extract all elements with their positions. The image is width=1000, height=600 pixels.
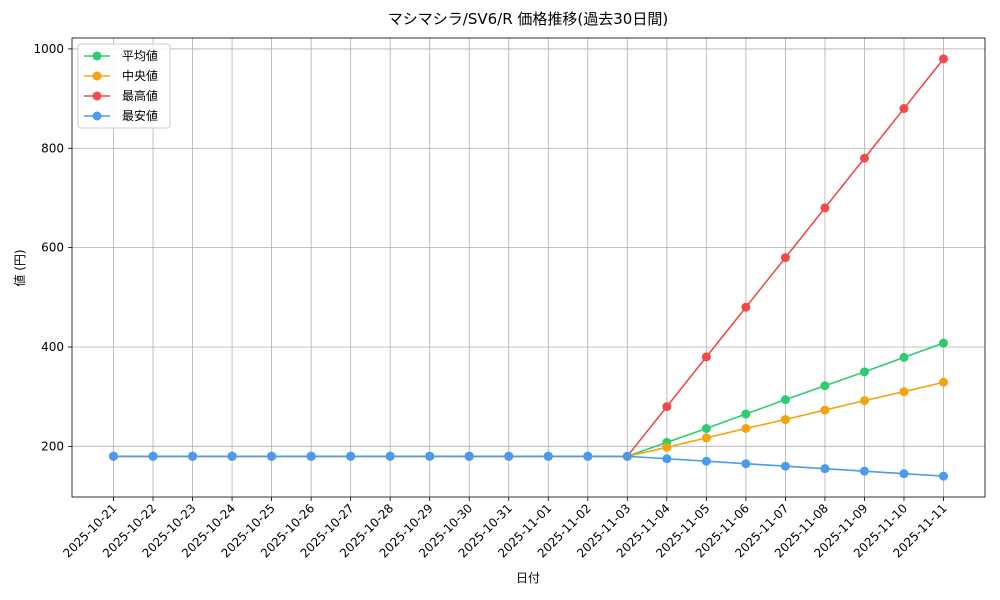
point [385, 451, 395, 461]
point [148, 451, 158, 461]
point [109, 451, 118, 461]
point [820, 381, 830, 391]
point [741, 409, 751, 419]
point [701, 423, 711, 433]
point [820, 405, 830, 415]
y-tick-label: 400 [41, 340, 64, 354]
point [701, 352, 711, 362]
point [939, 54, 948, 64]
point [741, 423, 751, 433]
legend-label: 中央値 [122, 68, 158, 83]
point [346, 451, 356, 461]
point [780, 253, 790, 263]
y-axis-label: 値 (円) [12, 249, 27, 286]
y-tick-label: 800 [41, 141, 64, 155]
x-axis-label: 日付 [516, 571, 540, 585]
point [306, 451, 316, 461]
series-line [113, 455, 944, 477]
legend-marker [92, 91, 102, 101]
point [780, 415, 790, 425]
point [780, 395, 790, 405]
point [899, 352, 909, 362]
point [622, 451, 632, 461]
point [859, 367, 869, 377]
legend-label: 平均値 [122, 48, 158, 63]
y-tick-label: 600 [41, 241, 64, 255]
legend-marker [92, 51, 102, 61]
point [859, 466, 869, 476]
point [543, 451, 553, 461]
point [227, 451, 237, 461]
point [425, 451, 435, 461]
point [188, 451, 198, 461]
point [939, 338, 948, 348]
point [899, 469, 909, 479]
point [662, 454, 672, 464]
point [899, 387, 909, 397]
chart-title: マシマシラ/SV6/R 価格推移(過去30日間) [388, 10, 668, 28]
point [939, 471, 948, 481]
legend-label: 最安値 [122, 108, 158, 123]
legend-marker [92, 111, 102, 121]
point [741, 302, 751, 312]
point [741, 459, 751, 469]
y-tick-label: 200 [41, 439, 64, 453]
point [267, 451, 277, 461]
point [780, 461, 790, 471]
point [701, 456, 711, 466]
point [859, 153, 869, 163]
point [464, 451, 474, 461]
plot [109, 54, 948, 481]
plot-frame [71, 37, 986, 498]
point [899, 104, 909, 114]
point [662, 442, 672, 452]
point [504, 451, 514, 461]
point [939, 377, 948, 387]
legend-label: 最高値 [122, 88, 158, 103]
point [701, 433, 711, 443]
legend-marker [92, 71, 102, 81]
y-tick-label: 1000 [33, 42, 64, 56]
point [583, 451, 593, 461]
point [820, 203, 830, 213]
point [859, 396, 869, 406]
legend-box [77, 43, 171, 129]
point [820, 464, 830, 474]
point [662, 402, 672, 412]
